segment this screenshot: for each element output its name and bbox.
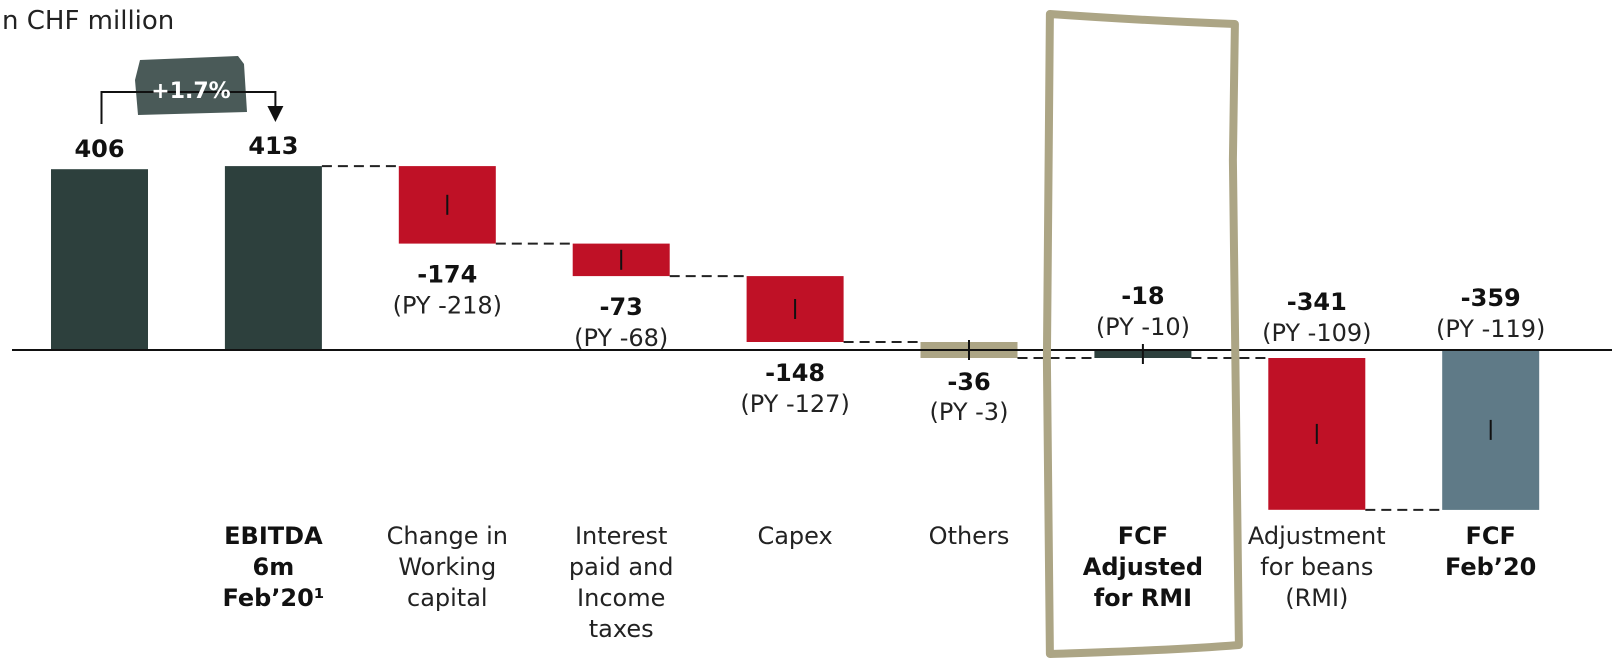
py-label-capex: (PY -127) bbox=[740, 390, 849, 418]
category-label-others: Others bbox=[929, 522, 1010, 550]
value-label-capex: -148 bbox=[765, 359, 825, 387]
unit-label: n CHF million bbox=[2, 6, 174, 36]
category-label-adjustment-beans: (RMI) bbox=[1285, 584, 1348, 612]
py-label-fcf-feb20: (PY -119) bbox=[1436, 315, 1545, 343]
growth-bracket bbox=[100, 91, 277, 124]
category-label-working-capital: Working bbox=[398, 553, 496, 581]
growth-arrowhead bbox=[267, 106, 284, 122]
growth-badge bbox=[135, 56, 247, 115]
py-label-working-capital: (PY -218) bbox=[393, 292, 502, 320]
value-label-others: -36 bbox=[947, 368, 990, 396]
category-label-ebitda: 6m bbox=[253, 553, 295, 581]
bar-ticks bbox=[446, 194, 1492, 444]
value-label-interest-taxes: -73 bbox=[600, 293, 643, 321]
value-label-fcf-adjusted-rmi: -18 bbox=[1121, 282, 1164, 310]
py-label-adjustment-beans: (PY -109) bbox=[1262, 319, 1371, 347]
py-label-fcf-adjusted-rmi: (PY -10) bbox=[1096, 313, 1190, 341]
value-label-fcf-feb20: -359 bbox=[1461, 284, 1521, 312]
connector-lines bbox=[321, 165, 1443, 511]
highlight-frame bbox=[1042, 10, 1243, 658]
value-label-prior-year-ebitda: 406 bbox=[74, 135, 124, 163]
py-label-others: (PY -3) bbox=[930, 398, 1009, 426]
category-labels: EBITDA 6m Feb’20¹ Change in Working capital In… bbox=[222, 522, 1536, 643]
category-label-ebitda: Feb’20¹ bbox=[222, 584, 324, 612]
bar-ebitda bbox=[224, 166, 322, 350]
category-label-interest-taxes: Interest bbox=[575, 522, 667, 550]
category-label-capex: Capex bbox=[757, 522, 832, 550]
category-label-working-capital: Change in bbox=[387, 522, 508, 550]
value-labels: 406 413 -174 (PY -218) -73 (PY -68) -148 (PY -1… bbox=[74, 132, 1545, 426]
value-label-ebitda: 413 bbox=[248, 132, 298, 160]
category-label-ebitda: EBITDA bbox=[224, 522, 323, 550]
value-label-adjustment-beans: -341 bbox=[1287, 288, 1347, 316]
category-label-interest-taxes: paid and bbox=[569, 553, 674, 581]
highlight-outline bbox=[1042, 10, 1243, 658]
category-label-interest-taxes: Income bbox=[577, 584, 665, 612]
category-label-fcf-adjusted-rmi: Adjusted bbox=[1083, 553, 1203, 581]
bar-prior-year-ebitda bbox=[51, 169, 148, 350]
py-label-interest-taxes: (PY -68) bbox=[574, 324, 668, 352]
category-label-fcf-adjusted-rmi: for RMI bbox=[1094, 584, 1192, 612]
category-label-fcf-feb20: FCF bbox=[1465, 522, 1515, 550]
category-label-working-capital: capital bbox=[407, 584, 488, 612]
growth-label: +1.7% bbox=[151, 79, 230, 104]
category-label-fcf-adjusted-rmi: FCF bbox=[1118, 522, 1168, 550]
category-label-interest-taxes: taxes bbox=[589, 615, 654, 643]
growth-annotation: +1.7% bbox=[100, 56, 284, 124]
value-label-working-capital: -174 bbox=[417, 261, 477, 289]
category-label-fcf-feb20: Feb’20 bbox=[1445, 553, 1536, 581]
category-label-adjustment-beans: Adjustment bbox=[1248, 522, 1386, 550]
category-label-adjustment-beans: for beans bbox=[1260, 553, 1373, 581]
